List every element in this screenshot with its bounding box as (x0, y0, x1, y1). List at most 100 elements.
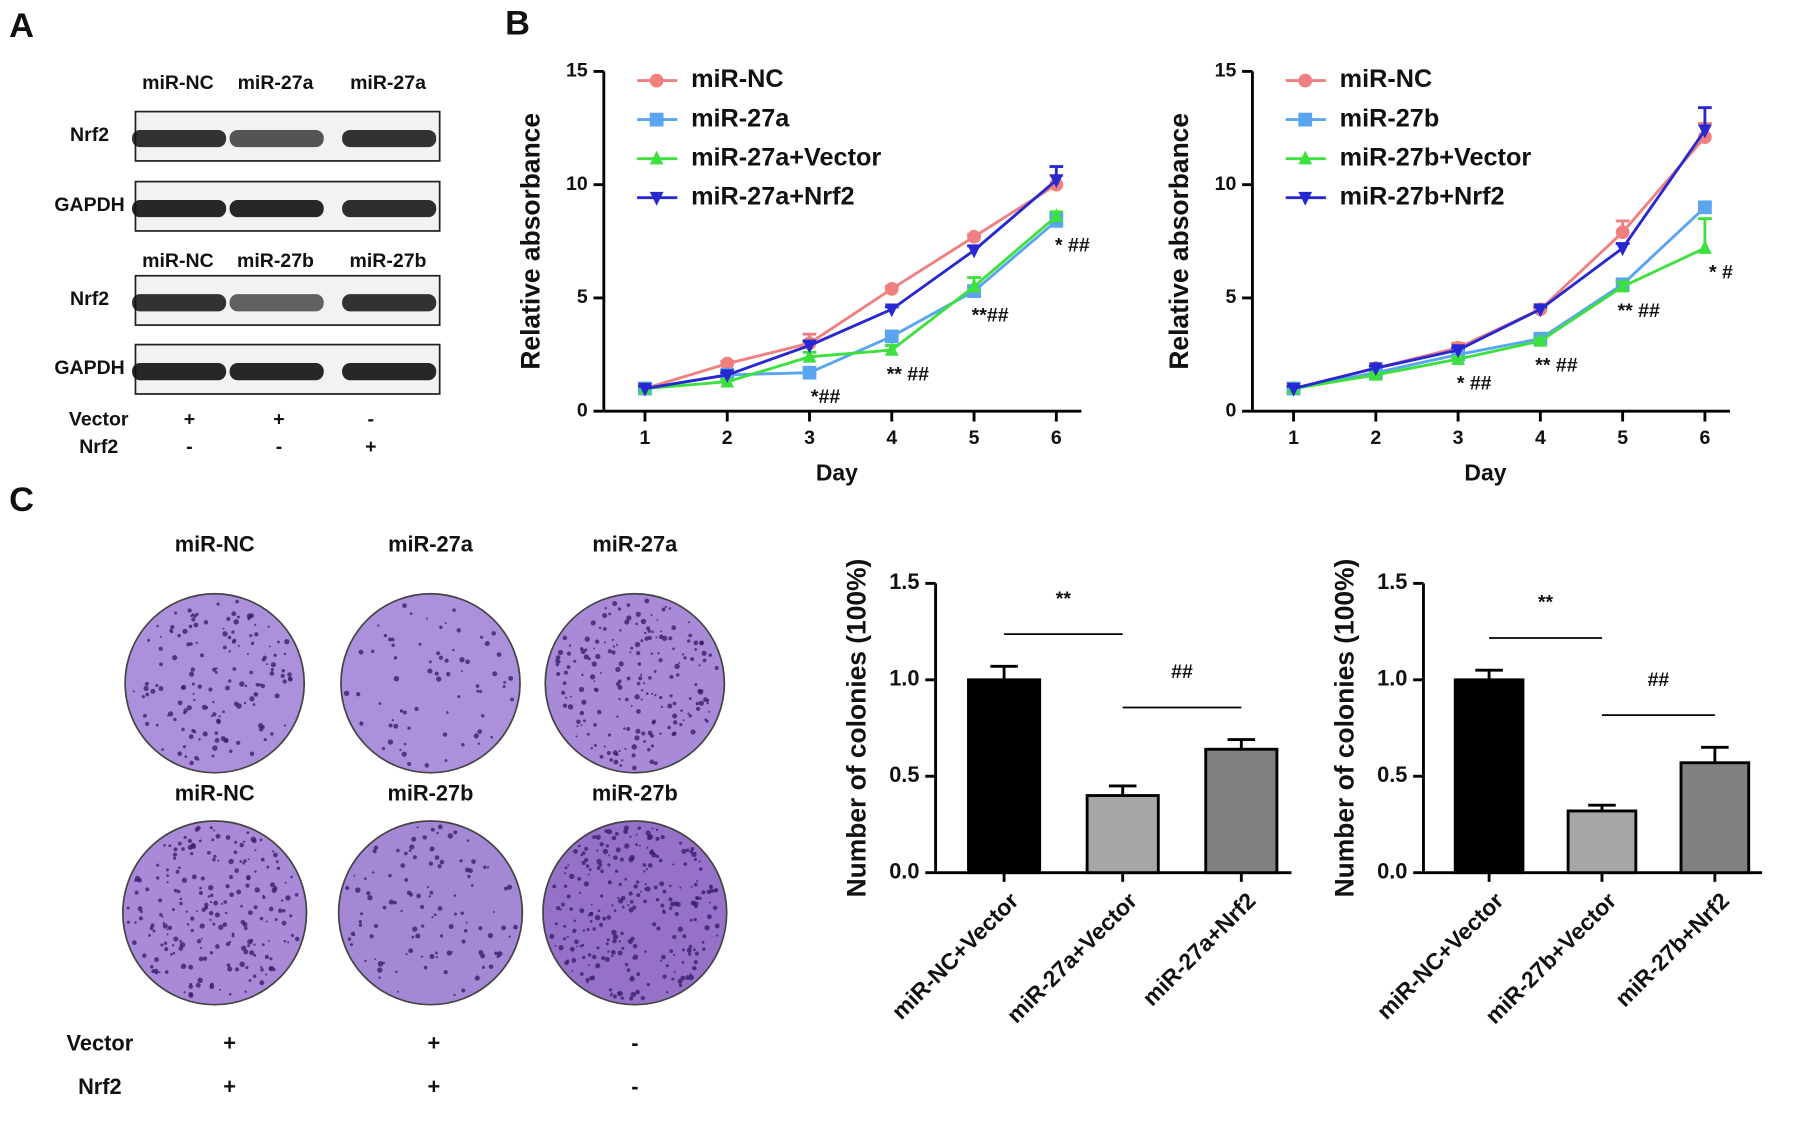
colony (702, 947, 706, 951)
condition-label: Vector (67, 1031, 134, 1056)
colony (167, 711, 174, 717)
colony (581, 673, 584, 677)
colony (189, 642, 193, 646)
colony (219, 988, 222, 991)
colony (654, 694, 657, 697)
colony (168, 844, 172, 848)
colony (615, 831, 619, 836)
colony (182, 745, 187, 749)
colony (593, 680, 596, 683)
colony (211, 754, 215, 758)
colony (222, 922, 228, 927)
colony (258, 727, 264, 732)
colony (647, 629, 652, 633)
colony (373, 845, 379, 850)
condition-mark: + (223, 1031, 236, 1056)
colony (126, 906, 130, 910)
bar (1566, 809, 1638, 875)
colony (134, 875, 141, 881)
colony (276, 866, 281, 871)
colony (249, 613, 255, 618)
colony (434, 855, 440, 860)
colony (208, 687, 213, 692)
colony (586, 928, 590, 931)
colony (370, 649, 375, 654)
colony (471, 859, 476, 864)
colony (624, 962, 629, 967)
colony (134, 890, 139, 895)
colony (708, 653, 712, 657)
colony (402, 710, 407, 715)
colony (209, 893, 214, 898)
colony (179, 939, 182, 943)
y-tick-label: 0 (577, 399, 588, 421)
colony (708, 901, 711, 904)
colony (155, 683, 159, 688)
colony (158, 646, 163, 651)
colony (702, 658, 707, 663)
colony (614, 869, 619, 873)
colony (255, 682, 260, 687)
colony (612, 645, 616, 648)
colony (628, 907, 634, 913)
colony (231, 640, 236, 644)
colony (621, 905, 625, 909)
colony (612, 600, 618, 607)
colony (655, 828, 659, 832)
colony (436, 676, 442, 682)
colony (479, 689, 483, 693)
colony (688, 944, 693, 949)
colony (483, 865, 487, 869)
colony (212, 857, 216, 862)
colony (393, 656, 398, 660)
colony (480, 635, 484, 639)
colony (508, 675, 514, 681)
colony (172, 852, 178, 857)
colony (268, 645, 271, 648)
colony (643, 899, 647, 904)
blot-band (132, 294, 227, 312)
colony (567, 864, 570, 867)
colony (411, 836, 417, 842)
colony (677, 978, 683, 984)
colony (597, 909, 601, 913)
colony (661, 607, 666, 612)
colony (225, 941, 231, 947)
colony (557, 660, 561, 664)
colony (243, 949, 249, 955)
marker (1451, 344, 1465, 359)
colony (487, 932, 494, 939)
colony (193, 614, 197, 618)
colony (404, 878, 409, 882)
marker (1368, 362, 1383, 377)
colony (151, 969, 156, 974)
colony (686, 947, 692, 953)
colony (669, 906, 673, 910)
colony (147, 638, 151, 642)
colony (167, 714, 170, 717)
colony (574, 939, 579, 945)
colony (160, 943, 164, 947)
colony (172, 856, 177, 860)
colony (587, 964, 590, 967)
colony (672, 953, 676, 957)
colony (714, 666, 719, 671)
colony (232, 667, 237, 671)
colony (586, 981, 589, 984)
colony (694, 648, 698, 651)
colony (259, 916, 264, 921)
colony (562, 703, 568, 708)
error-bar (1108, 784, 1137, 796)
colony (254, 849, 257, 852)
colony (491, 631, 496, 636)
colony (131, 940, 137, 945)
colony (275, 860, 279, 864)
colony (679, 722, 683, 727)
colony (612, 750, 618, 756)
colony (645, 886, 651, 892)
colony (347, 937, 352, 941)
colony (641, 731, 646, 736)
colony (284, 881, 287, 884)
colony (634, 641, 641, 648)
colony (705, 719, 709, 723)
